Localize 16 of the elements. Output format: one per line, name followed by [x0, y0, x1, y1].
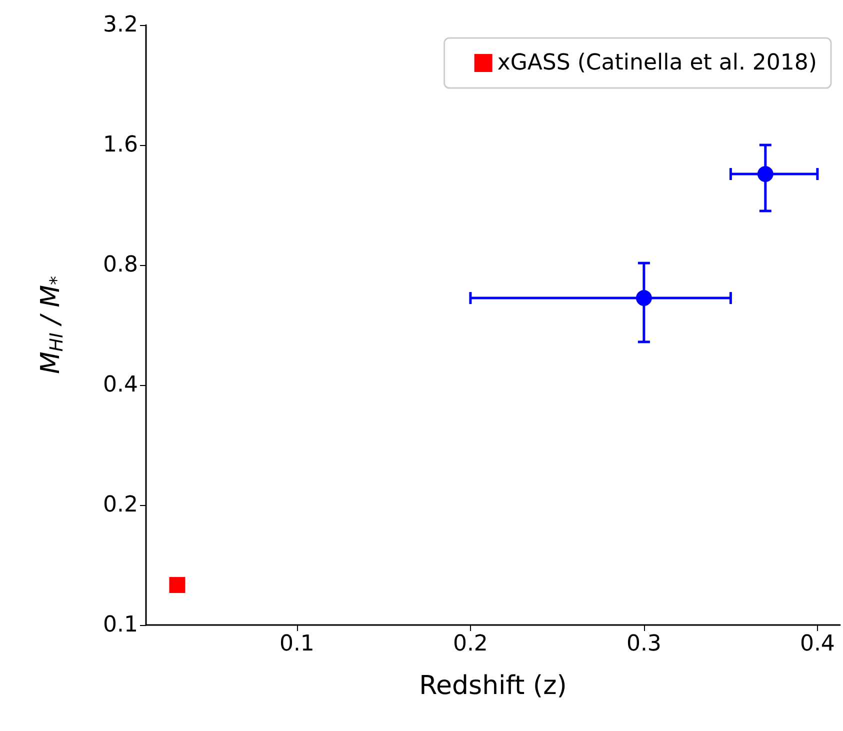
y-tick-label: 0.2 [103, 492, 138, 518]
x-tick-label: 0.4 [800, 632, 835, 656]
point [169, 576, 186, 593]
point [757, 166, 774, 182]
x-tick-label: 0.1 [279, 632, 314, 656]
y-tick-label: 0.8 [103, 252, 138, 278]
y-tick-label: 3.2 [103, 12, 138, 38]
x-tick-label: 0.3 [626, 632, 662, 656]
y-axis-title: MHI / M* [36, 276, 68, 374]
x-axis-title: Redshift (z) [419, 671, 567, 701]
legend-label: xGASS (Catinella et al. 2018) [497, 50, 817, 76]
point [636, 290, 652, 306]
x-tick-label: 0.2 [452, 632, 488, 656]
y-tick-label: 1.6 [103, 132, 138, 158]
y-tick-label: 0.1 [103, 612, 138, 638]
y-tick-label: 0.4 [103, 372, 138, 398]
